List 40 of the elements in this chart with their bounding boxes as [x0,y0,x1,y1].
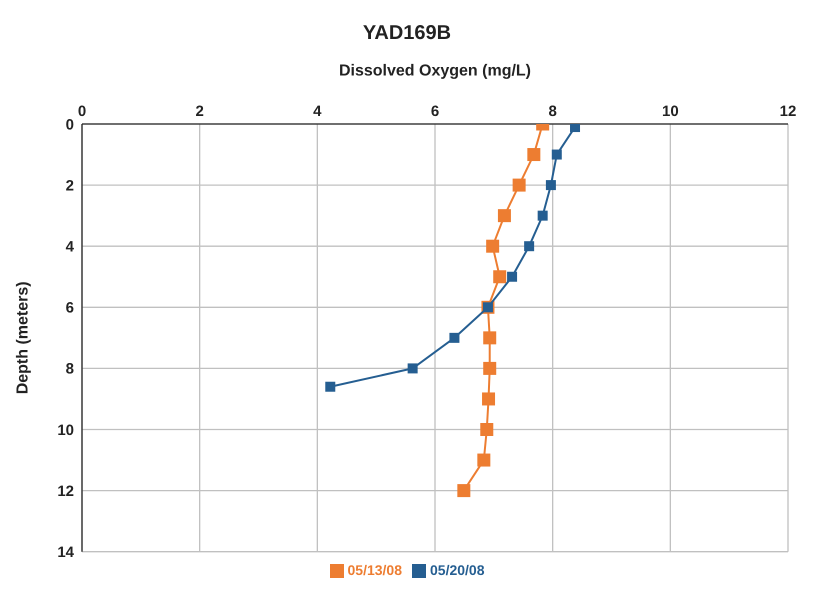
y-axis-title: Depth (meters) [14,281,32,394]
point [482,392,496,406]
y-tick-label: 0 [66,116,74,134]
point [493,270,506,284]
y-tick-label: 8 [66,360,74,378]
point [457,484,470,498]
x-tick-label: 4 [313,103,322,120]
point [480,423,494,436]
point [512,178,526,192]
legend-label: 05/13/08 [348,562,402,578]
point [325,382,336,392]
y-tick-label: 10 [57,422,74,439]
point [570,124,580,132]
x-tick-label: 0 [78,103,86,120]
x-tick-label: 6 [430,103,440,120]
point [483,362,496,375]
point [449,332,460,343]
point [486,240,500,253]
point [552,150,562,160]
point [546,180,556,190]
point [408,363,418,374]
point [507,272,518,282]
y-tick-label: 12 [57,482,74,500]
legend-label: 05/20/08 [430,562,484,578]
chart-title: YAD169B [362,21,452,46]
y-tick-label: 4 [66,238,75,256]
x-tick-label: 8 [548,103,557,120]
point [498,209,511,222]
x-axis-title: Dissolved Oxygen (mg/L) [338,62,532,80]
point [477,454,490,467]
point [527,148,540,162]
y-tick-label: 14 [57,544,75,562]
y-tick-label: 2 [66,177,74,194]
x-tick-label: 10 [662,103,679,120]
x-tick-label: 12 [780,103,796,120]
x-tick-label: 2 [195,103,204,120]
point [524,241,534,252]
point [483,331,496,344]
y-tick-label: 6 [66,300,74,317]
point [538,210,548,221]
